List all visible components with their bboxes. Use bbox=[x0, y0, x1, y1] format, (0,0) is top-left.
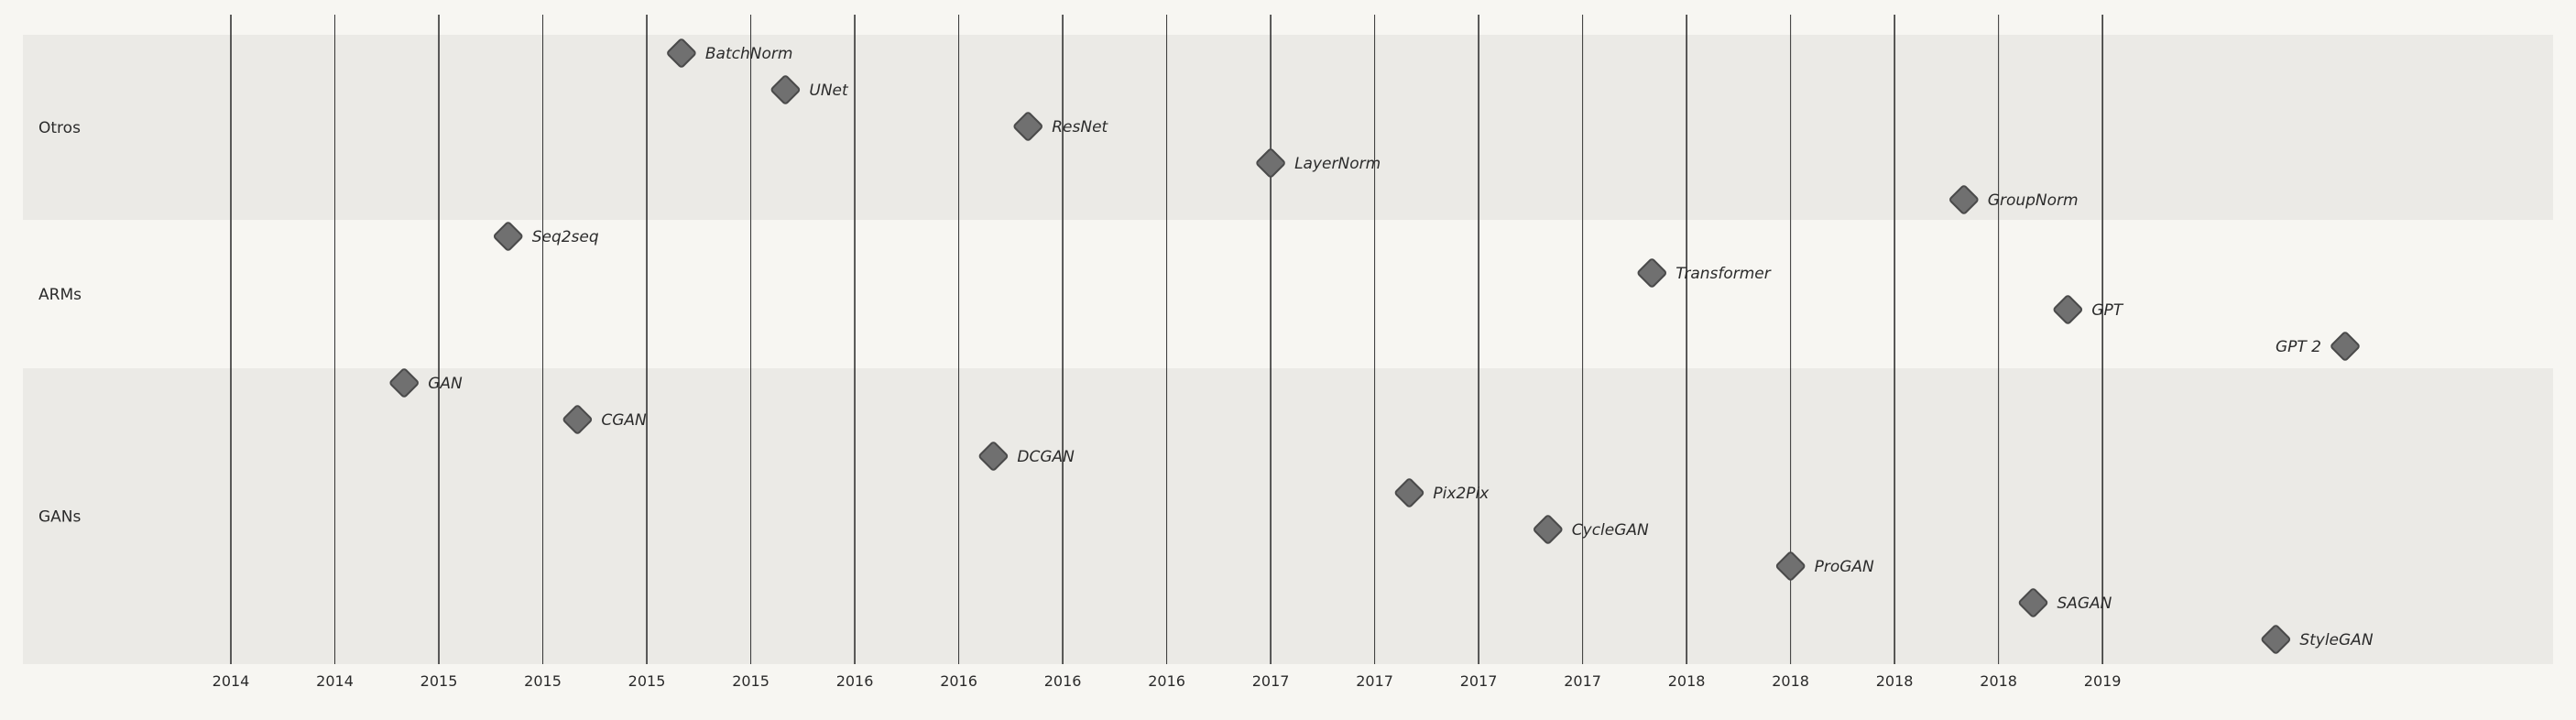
milestone-diamond-icon bbox=[770, 75, 801, 104]
milestone-label: CGAN bbox=[601, 411, 647, 430]
milestone-diamond-icon bbox=[1775, 551, 1806, 581]
x-axis-ticks: 2014 2014 2015 2015 2015 2015 2016 2016 2016 2016… bbox=[213, 672, 2122, 690]
x-tick-label: 2018 bbox=[1668, 672, 1706, 690]
milestone-label: StyleGAN bbox=[2299, 631, 2374, 649]
x-tick-label: 2015 bbox=[628, 672, 666, 690]
milestone-label: ProGAN bbox=[1815, 558, 1874, 576]
milestone-diamond-icon bbox=[562, 405, 593, 434]
milestone-unet: UNet bbox=[770, 75, 849, 104]
x-tick-label: 2018 bbox=[1876, 672, 1914, 690]
x-tick-label: 2016 bbox=[940, 672, 977, 690]
x-tick-label: 2017 bbox=[1356, 672, 1393, 690]
milestone-label: GPT bbox=[2091, 301, 2123, 320]
x-tick-label: 2015 bbox=[420, 672, 458, 690]
milestone-label: GPT 2 bbox=[2276, 338, 2321, 356]
milestone-diamond-icon bbox=[1534, 515, 1563, 544]
milestone-label: ResNet bbox=[1052, 118, 1108, 136]
milestone-transformer: Transformer bbox=[1637, 258, 1772, 288]
milestone-diamond-icon bbox=[2018, 588, 2048, 617]
x-tick-label: 2014 bbox=[213, 672, 250, 690]
milestone-cyclegan: CycleGAN bbox=[1534, 515, 1649, 544]
milestone-dcgan: DCGAN bbox=[978, 442, 1075, 471]
milestone-label: DCGAN bbox=[1017, 448, 1075, 466]
milestone-diamond-icon bbox=[1256, 148, 1285, 178]
milestone-label: LayerNorm bbox=[1294, 155, 1381, 173]
milestone-label: Seq2seq bbox=[532, 228, 599, 246]
grid-layer bbox=[230, 15, 2103, 664]
milestone-diamond-icon bbox=[1949, 185, 1979, 214]
x-tick-label: 2018 bbox=[1772, 672, 1809, 690]
lane-label-otros: Otros bbox=[38, 119, 81, 137]
milestone-gpt: GPT bbox=[2053, 295, 2124, 324]
milestone-batchnorm: BatchNorm bbox=[667, 38, 793, 68]
milestone-diamond-icon bbox=[493, 222, 523, 251]
lane-band-otros bbox=[23, 35, 2553, 220]
milestone-resnet: ResNet bbox=[1013, 112, 1109, 141]
x-tick-label: 2015 bbox=[524, 672, 562, 690]
milestone-diamond-icon bbox=[389, 368, 419, 398]
milestone-label: GAN bbox=[428, 375, 463, 393]
milestone-seq2seq: Seq2seq bbox=[493, 222, 599, 251]
milestone-gan: GAN bbox=[389, 368, 463, 398]
milestone-groupnorm: GroupNorm bbox=[1949, 185, 2079, 214]
milestones-layer: BatchNorm UNet ResNet LayerNorm GroupNorm Seq… bbox=[389, 38, 2374, 654]
milestone-diamond-icon bbox=[978, 442, 1009, 471]
lane-band-gans bbox=[23, 368, 2553, 664]
x-tick-label: 2016 bbox=[1148, 672, 1185, 690]
lane-label-arms: ARMs bbox=[38, 286, 82, 304]
milestone-gpt-2: GPT 2 bbox=[2276, 332, 2360, 361]
x-tick-label: 2017 bbox=[1564, 672, 1601, 690]
milestone-label: UNet bbox=[809, 82, 849, 100]
milestone-layernorm: LayerNorm bbox=[1256, 148, 1381, 178]
milestone-sagan: SAGAN bbox=[2018, 588, 2112, 617]
x-tick-label: 2017 bbox=[1460, 672, 1498, 690]
milestone-diamond-icon bbox=[2330, 332, 2360, 361]
lanes-layer: Otros ARMs GANs bbox=[23, 35, 2553, 664]
milestone-cgan: CGAN bbox=[562, 405, 647, 434]
milestone-label: Transformer bbox=[1675, 265, 1771, 283]
milestone-diamond-icon bbox=[2053, 295, 2083, 324]
milestone-label: Pix2Pix bbox=[1433, 485, 1490, 503]
lane-label-gans: GANs bbox=[38, 508, 82, 527]
x-tick-label: 2014 bbox=[316, 672, 354, 690]
milestone-progan: ProGAN bbox=[1775, 551, 1874, 581]
milestone-stylegan: StyleGAN bbox=[2261, 625, 2374, 654]
milestone-diamond-icon bbox=[1394, 478, 1424, 507]
x-tick-label: 2015 bbox=[732, 672, 770, 690]
milestone-diamond-icon bbox=[2261, 625, 2291, 654]
milestone-label: BatchNorm bbox=[705, 45, 793, 63]
milestone-label: CycleGAN bbox=[1572, 521, 1649, 540]
x-tick-label: 2018 bbox=[1980, 672, 2017, 690]
x-tick-label: 2019 bbox=[2084, 672, 2122, 690]
milestone-label: SAGAN bbox=[2057, 595, 2112, 613]
milestone-label: GroupNorm bbox=[1988, 191, 2079, 210]
x-tick-label: 2016 bbox=[836, 672, 874, 690]
x-tick-label: 2016 bbox=[1044, 672, 1082, 690]
milestone-diamond-icon bbox=[1013, 112, 1042, 141]
lane-band-arms bbox=[23, 220, 2553, 368]
milestone-diamond-icon bbox=[1637, 258, 1667, 288]
x-tick-label: 2017 bbox=[1252, 672, 1290, 690]
milestone-diamond-icon bbox=[667, 38, 696, 68]
milestone-pix2pix: Pix2Pix bbox=[1394, 478, 1490, 507]
